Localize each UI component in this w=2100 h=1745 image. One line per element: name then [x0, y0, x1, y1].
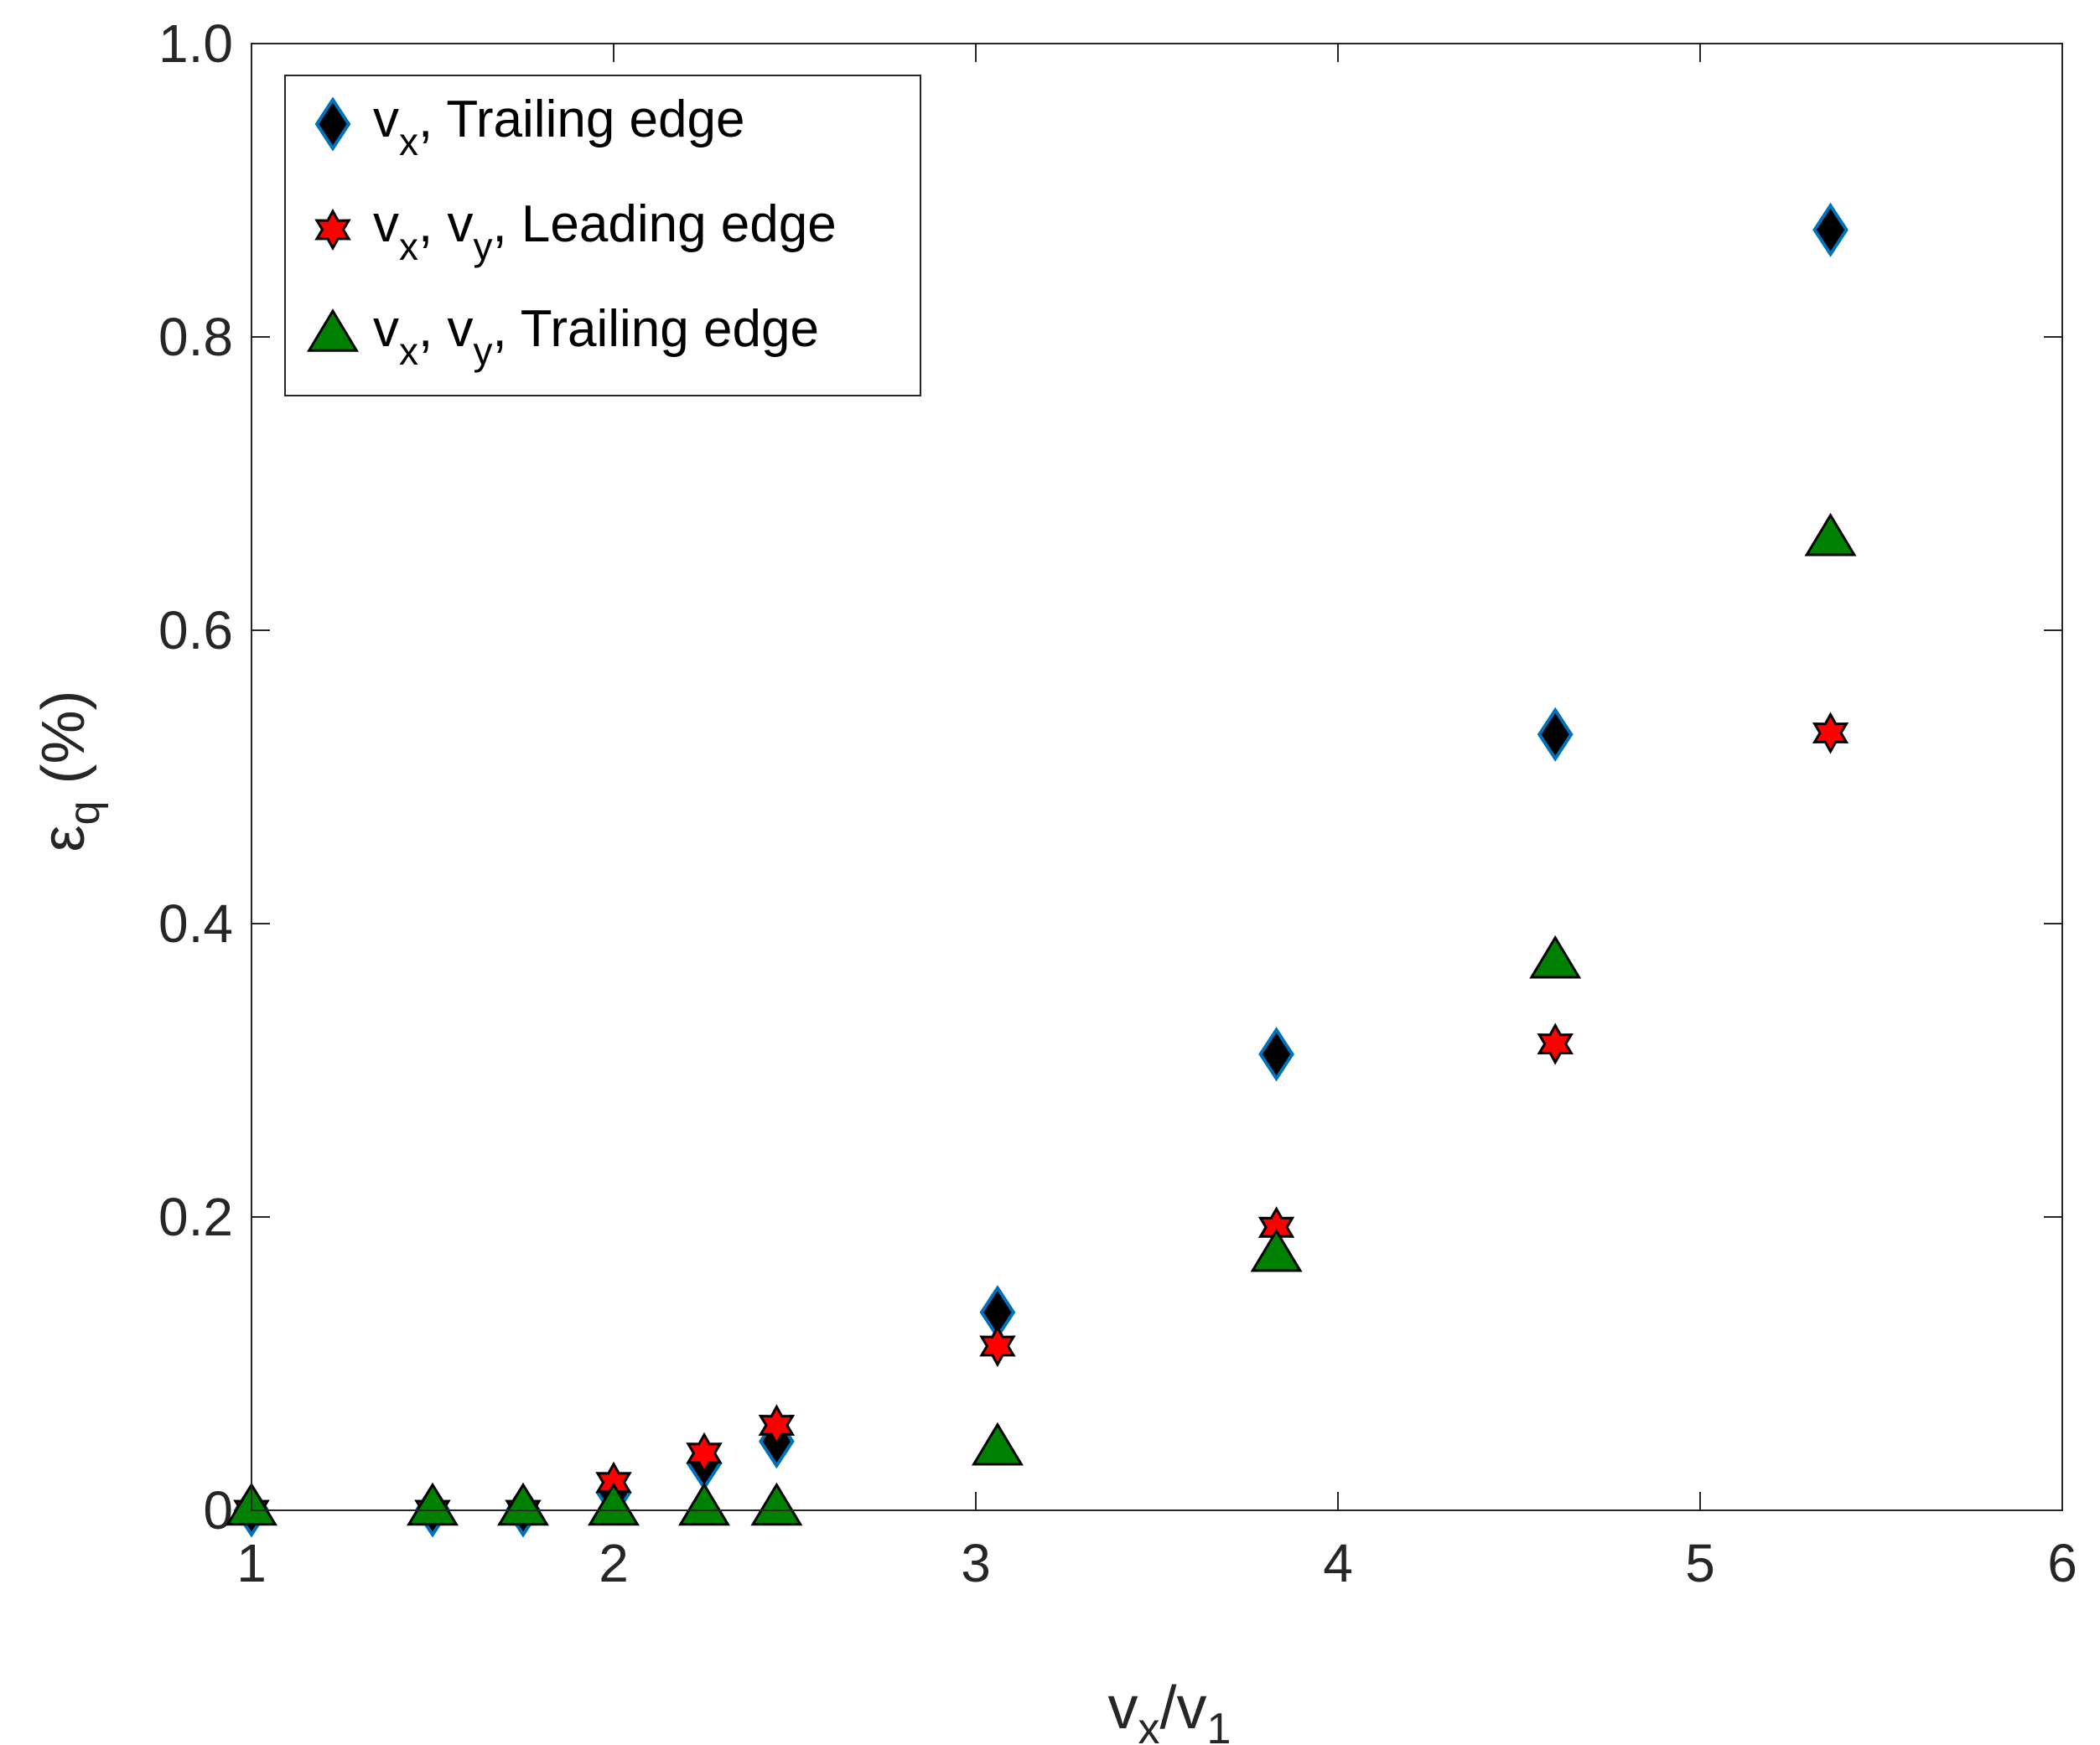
y-axis-label: εq (%)	[30, 690, 109, 852]
hexagram-point	[979, 1324, 1016, 1368]
hexagram-point	[1812, 712, 1849, 754]
triangle-point	[750, 1482, 803, 1526]
series-1	[233, 712, 1849, 1532]
x-tick-label: 6	[2047, 1533, 2077, 1593]
plot-frame	[251, 43, 2063, 1511]
legend-entry-0: vx, Trailing edge	[373, 91, 744, 163]
triangle-point	[1250, 1228, 1303, 1272]
triangle-point	[497, 1482, 549, 1526]
legend-diamond-marker	[314, 96, 351, 152]
x-tick-label: 1	[236, 1533, 267, 1593]
y-tick-label: 0.8	[158, 307, 233, 367]
y-tick-labels: 0 0.2 0.4 0.6 0.8 1.0	[158, 13, 233, 1540]
triangle-point	[971, 1421, 1024, 1466]
hexagram-point	[758, 1404, 796, 1447]
data-marks	[226, 202, 1857, 1538]
y-tick-label: 0.6	[158, 600, 233, 660]
y-tick-label: 1.0	[158, 13, 233, 74]
legend-hexagram-marker	[314, 208, 351, 251]
y-tick-label: 0	[203, 1480, 233, 1540]
series-0	[233, 202, 1849, 1538]
x-axis-label: vx/v1	[1108, 1675, 1231, 1745]
x-tick-label: 2	[599, 1533, 629, 1593]
hexagram-point	[1537, 1023, 1574, 1065]
legend-entry-2: vx, vy, Trailing edge	[373, 300, 819, 373]
y-tick-label: 0.2	[158, 1187, 233, 1247]
diamond-point	[1812, 202, 1849, 257]
hexagram-point	[686, 1432, 723, 1474]
triangle-point	[588, 1482, 640, 1526]
triangle-point	[1804, 512, 1857, 557]
triangle-point	[407, 1482, 459, 1526]
x-tick-label: 5	[1685, 1533, 1715, 1593]
series-2	[226, 512, 1857, 1526]
y-tick-label: 0.4	[158, 893, 233, 954]
legend: vx, Trailing edge vx, vy, Leading edge v…	[284, 75, 921, 396]
triangle-point	[1529, 935, 1582, 979]
legend-markers	[307, 96, 359, 352]
legend-triangle-marker	[307, 308, 359, 352]
diamond-point	[1258, 1027, 1294, 1082]
legend-box	[284, 75, 921, 396]
triangle-point	[678, 1482, 730, 1526]
diamond-point	[1537, 707, 1574, 762]
x-tick-label: 3	[961, 1533, 991, 1593]
x-tick-labels: 1 2 3 4 5 6	[236, 1533, 2077, 1593]
legend-entry-1: vx, vy, Leading edge	[373, 195, 837, 268]
x-tick-label: 4	[1323, 1533, 1353, 1593]
